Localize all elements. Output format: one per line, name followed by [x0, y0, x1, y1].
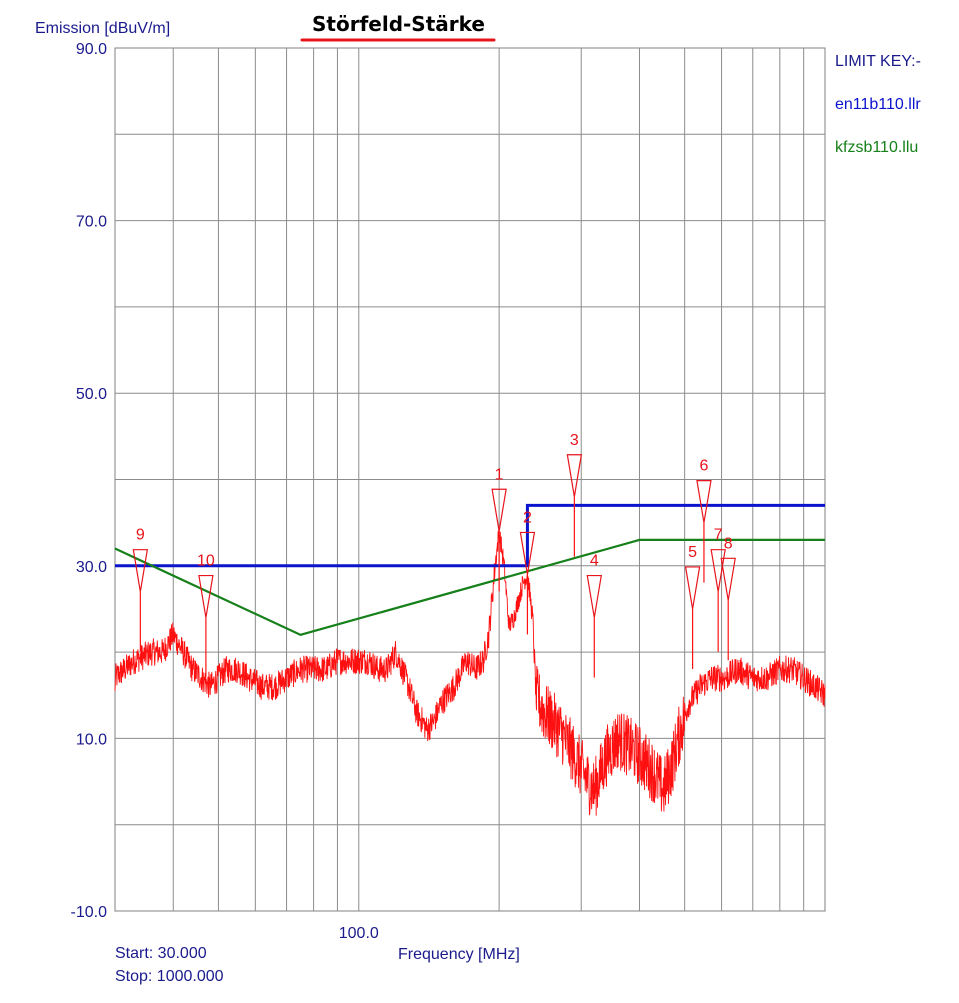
marker-8: 8 [720, 535, 736, 661]
marker-label: 2 [523, 509, 532, 526]
emission-trace [114, 529, 826, 816]
marker-label: 10 [197, 553, 215, 570]
marker-7: 7 [710, 527, 726, 652]
marker-label: 9 [136, 527, 145, 544]
marker-triangle [586, 574, 602, 618]
y-tick-label: 50.0 [76, 386, 107, 403]
marker-label: 8 [724, 535, 733, 552]
marker-label: 6 [699, 458, 708, 475]
chart-title: Störfeld-Stärke [312, 12, 485, 36]
y-tick-label: -10.0 [71, 904, 108, 921]
legend-item-kfzsb110: kfzsb110.llu [835, 139, 918, 156]
marker-10: 10 [197, 553, 215, 678]
marker-6: 6 [696, 458, 712, 583]
marker-triangle [684, 566, 701, 610]
limit-line-en11b110 [115, 503, 825, 568]
marker-3: 3 [566, 432, 583, 557]
y-tick-label: 30.0 [76, 559, 107, 576]
marker-triangle [720, 557, 736, 601]
marker-label: 4 [590, 553, 599, 570]
marker-triangle [566, 454, 583, 497]
emission-trace-line [114, 529, 826, 816]
x-axis-label: Frequency [MHz] [398, 946, 520, 963]
legend-item-en11b110: en11b110.llr [835, 96, 921, 113]
marker-9: 9 [132, 527, 149, 652]
marker-label: 1 [495, 466, 504, 483]
marker-triangle [696, 480, 712, 523]
marker-triangle [519, 531, 536, 575]
limit-lines [114, 503, 825, 637]
marker-triangle [491, 488, 507, 532]
legend-header: LIMIT KEY:- [835, 53, 921, 70]
y-axis-label: Emission [dBuV/m] [35, 20, 170, 37]
y-tick-label: 10.0 [76, 731, 107, 748]
marker-label: 7 [714, 527, 723, 544]
marker-triangle [132, 549, 149, 592]
marker-triangle [710, 549, 726, 592]
y-tick-label: 90.0 [76, 41, 107, 58]
marker-label: 3 [570, 432, 579, 449]
peak-markers: 1 2 3 4 5 6 78 9 10 [132, 432, 736, 678]
marker-triangle [198, 574, 214, 618]
marker-4: 4 [586, 553, 602, 678]
legend: LIMIT KEY:- en11b110.llr kfzsb110.llu [835, 53, 921, 156]
marker-2: 2 [519, 509, 536, 635]
x-tick-label: 100.0 [339, 925, 379, 942]
marker-5: 5 [684, 544, 701, 669]
y-tick-labels: 90.0 70.0 50.0 30.0 10.0 -10.0 [71, 41, 108, 921]
limit-line-kfzsb110 [114, 538, 825, 637]
stop-frequency: Stop: 1000.000 [115, 968, 224, 985]
grid [115, 48, 825, 911]
y-tick-label: 70.0 [76, 214, 107, 231]
start-frequency: Start: 30.000 [115, 945, 207, 962]
marker-1: 1 [491, 466, 507, 592]
x-tick-labels: 100.0 [339, 925, 379, 942]
marker-label: 5 [688, 544, 697, 561]
